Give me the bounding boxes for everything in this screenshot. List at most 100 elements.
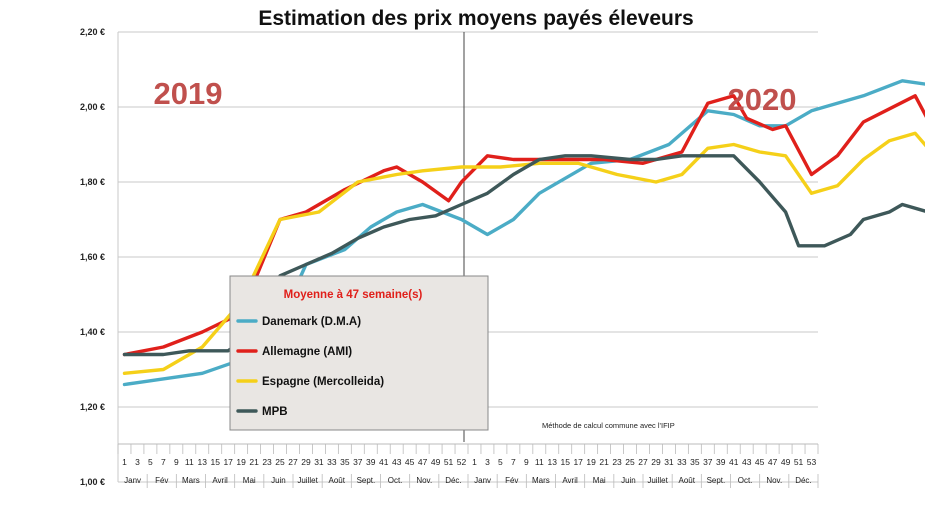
series-line-1 — [122, 79, 925, 387]
method-note: Méthode de calcul commune avec l'IFIP — [542, 421, 675, 430]
month-label: Août — [679, 476, 696, 485]
week-label: 15 — [560, 457, 570, 467]
legend-label: Allemagne (AMI) — [262, 346, 352, 358]
week-label: 49 — [431, 457, 441, 467]
week-label: 47 — [418, 457, 428, 467]
month-label: Déc. — [795, 476, 811, 485]
week-label: 7 — [161, 457, 166, 467]
week-label: 5 — [148, 457, 153, 467]
month-label: Juillet — [297, 476, 318, 485]
week-label: 31 — [314, 457, 324, 467]
month-label: Juillet — [647, 476, 668, 485]
x-axis: 1 3 5 7 9 11 13 15 17 19 21 23 25 27 29 31 33 35 37 39 41 43 4… — [117, 443, 819, 488]
week-label: 35 — [340, 457, 350, 467]
week-label: 31 — [664, 457, 674, 467]
month-label: Oct. — [388, 476, 403, 485]
month-label: Sept. — [357, 476, 376, 485]
series-lines — [122, 79, 925, 387]
week-label: 3 — [485, 457, 490, 467]
week-label: 51 — [444, 457, 454, 467]
month-label: Mars — [182, 476, 200, 485]
month-label: Juin — [271, 476, 286, 485]
week-label: 33 — [327, 457, 337, 467]
legend-box — [229, 275, 489, 431]
y-tick-label: 1,40 € — [80, 327, 105, 337]
week-label: 39 — [716, 457, 726, 467]
month-label: Avril — [562, 476, 578, 485]
week-label: 29 — [651, 457, 661, 467]
week-label: 49 — [781, 457, 791, 467]
week-label: 3 — [135, 457, 140, 467]
week-label: 37 — [703, 457, 713, 467]
week-label: 45 — [755, 457, 765, 467]
week-label: 13 — [548, 457, 558, 467]
week-label: 29 — [301, 457, 311, 467]
year-label-2019: 2019 — [154, 76, 223, 111]
week-label: 21 — [249, 457, 259, 467]
week-label: 7 — [511, 457, 516, 467]
week-label: 21 — [599, 457, 609, 467]
week-label: 25 — [625, 457, 635, 467]
week-label: 11 — [185, 457, 194, 467]
month-label: Juin — [621, 476, 636, 485]
month-label: Nov. — [766, 476, 782, 485]
week-label: 9 — [174, 457, 179, 467]
month-label: Déc. — [445, 476, 461, 485]
week-label: 47 — [768, 457, 778, 467]
y-tick-label: 2,20 € — [80, 27, 105, 37]
series-line-3 — [122, 131, 925, 375]
week-label: 25 — [275, 457, 285, 467]
week-label: 15 — [210, 457, 220, 467]
week-label: 19 — [586, 457, 596, 467]
month-label: Mars — [532, 476, 550, 485]
week-label: 1 — [472, 457, 477, 467]
month-label: Mai — [593, 476, 606, 485]
legend-label: MPB — [262, 406, 288, 418]
series-line-4 — [122, 154, 925, 357]
series-line-2 — [122, 94, 925, 357]
week-label: 27 — [638, 457, 648, 467]
y-axis-ticks: 1,00 € 1,20 € 1,40 € 1,60 € 1,80 € 2,00 € 2,20… — [80, 27, 105, 487]
year-label-2020: 2020 — [728, 82, 797, 117]
legend-label: Danemark (D.M.A) — [262, 316, 361, 328]
y-tick-label: 1,60 € — [80, 252, 105, 262]
month-label: Mai — [243, 476, 256, 485]
week-label: 23 — [612, 457, 622, 467]
week-label: 5 — [498, 457, 503, 467]
month-label: Avril — [212, 476, 228, 485]
week-label: 51 — [794, 457, 804, 467]
month-label: Oct. — [738, 476, 753, 485]
week-label: 37 — [353, 457, 363, 467]
month-label: Fév — [505, 476, 518, 485]
y-tick-label: 2,00 € — [80, 102, 105, 112]
legend: Moyenne à 47 semaine(s) Danemark (D.M.A)… — [229, 275, 489, 431]
month-label: Sept. — [707, 476, 726, 485]
week-label: 27 — [288, 457, 298, 467]
month-label: Janv — [124, 476, 141, 485]
week-label: 41 — [729, 457, 739, 467]
chart-title: Estimation des prix moyens payés éleveur… — [258, 7, 693, 30]
week-label: 19 — [236, 457, 246, 467]
week-label: 1 — [122, 457, 127, 467]
week-label: 39 — [366, 457, 376, 467]
week-label: 11 — [535, 457, 544, 467]
y-tick-label: 1,20 € — [80, 402, 105, 412]
week-label: 43 — [392, 457, 402, 467]
week-label: 45 — [405, 457, 415, 467]
week-label: 52 — [457, 457, 467, 467]
week-label: 33 — [677, 457, 687, 467]
week-label: 53 — [807, 457, 817, 467]
legend-title: Moyenne à 47 semaine(s) — [284, 289, 423, 301]
week-label: 17 — [223, 457, 233, 467]
month-label: Janv — [474, 476, 491, 485]
week-label: 17 — [573, 457, 583, 467]
y-tick-label: 1,00 € — [80, 477, 105, 487]
week-label: 35 — [690, 457, 700, 467]
week-label: 9 — [524, 457, 529, 467]
legend-label: Espagne (Mercolleida) — [262, 376, 384, 388]
month-label: Fév — [155, 476, 168, 485]
week-label: 13 — [198, 457, 208, 467]
y-tick-label: 1,80 € — [80, 177, 105, 187]
week-label: 41 — [379, 457, 389, 467]
